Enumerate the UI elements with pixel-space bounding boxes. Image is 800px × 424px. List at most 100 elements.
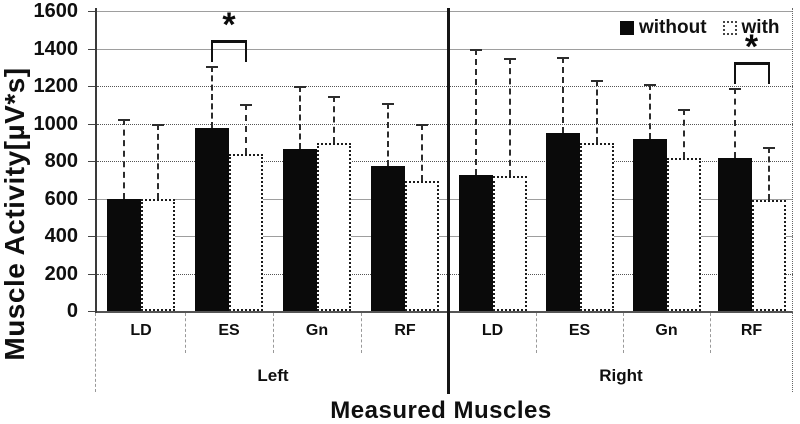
half-label: Left (257, 366, 289, 385)
error-bar-line (123, 118, 125, 200)
gridline (97, 86, 793, 87)
error-bar-line (474, 49, 477, 176)
error-bar-line (682, 108, 685, 159)
gridline (97, 48, 793, 50)
group-separator (710, 313, 711, 353)
gridline (97, 198, 793, 200)
significance-bracket (211, 40, 247, 63)
gridline (97, 273, 793, 275)
y-axis-tick (88, 273, 96, 275)
legend-label-without: without (639, 17, 707, 38)
error-bar-line (157, 123, 159, 199)
y-axis-tick (88, 198, 96, 200)
y-axis-line (95, 8, 97, 313)
error-bar-cap (677, 108, 690, 111)
x-axis-line (97, 311, 793, 313)
legend-item-without: without (620, 17, 707, 39)
group-separator (185, 313, 186, 353)
y-tick-label: 1200 (33, 75, 79, 97)
significance-asterisk: * (222, 6, 236, 45)
error-bar-line (211, 66, 213, 129)
bar-with (492, 176, 527, 311)
significance-bracket (733, 61, 770, 84)
y-tick-label: 800 (44, 150, 78, 172)
muscle-group-label: RF (394, 322, 416, 339)
gridline (97, 161, 793, 162)
legend-swatch-without (620, 21, 634, 35)
y-axis-tick (88, 11, 96, 12)
legend-swatch-with (722, 21, 737, 35)
legend-label-with: with (741, 17, 780, 38)
error-bar-line (387, 102, 389, 166)
bar-without (717, 158, 752, 311)
bar-without (545, 132, 580, 311)
y-tick-label: 1600 (33, 0, 79, 22)
error-bar-cap (590, 80, 603, 83)
group-separator (273, 313, 274, 353)
error-bar-cap (503, 57, 516, 60)
y-axis-title: Muscle Activity[µV*s] (0, 67, 30, 361)
half-label: Right (599, 366, 643, 385)
error-bar-cap (416, 123, 428, 126)
error-bar-cap (382, 102, 394, 105)
bar-without (458, 175, 493, 311)
bar-with (229, 153, 263, 311)
y-axis-tick (88, 86, 96, 87)
y-tick-label: 1400 (33, 37, 79, 60)
y-axis-extension (95, 313, 96, 392)
y-tick-label: 200 (44, 262, 78, 285)
y-axis-tick (88, 123, 96, 125)
muscle-group-label: Gn (655, 322, 678, 339)
error-bar-line (595, 80, 598, 144)
bar-without (371, 165, 405, 311)
error-bar-cap (728, 87, 741, 90)
muscle-group-label: LD (481, 322, 504, 339)
bar-with (141, 198, 175, 311)
bar-without (107, 199, 141, 311)
bar-without (195, 128, 229, 311)
y-axis-tick (88, 48, 96, 50)
bar-without (283, 148, 317, 311)
error-bar-cap (294, 86, 306, 88)
error-bar-line (648, 84, 651, 139)
muscle-group-label: LD (130, 322, 152, 339)
muscle-group-label: ES (568, 322, 591, 339)
bar-with (579, 143, 614, 311)
y-tick-label: 600 (44, 187, 78, 210)
y-tick-label: 1000 (33, 112, 79, 135)
error-bar-line (508, 57, 511, 176)
gridline (97, 236, 793, 237)
error-bar-cap (556, 56, 569, 59)
gridline (97, 123, 793, 125)
error-bar-line (333, 96, 335, 144)
error-bar-cap (469, 49, 482, 52)
muscle-group-label: Gn (305, 322, 329, 339)
error-bar-line (421, 123, 423, 181)
y-axis-tick (88, 236, 96, 237)
bar-with (317, 143, 351, 311)
error-bar-line (767, 146, 770, 201)
muscle-group-label: RF (740, 322, 763, 339)
group-separator (623, 313, 624, 353)
x-axis-title: Measured Muscles (330, 397, 552, 424)
significance-asterisk: * (744, 27, 759, 66)
y-axis-tick (88, 161, 96, 162)
legend-item-with: with (722, 17, 780, 39)
error-bar-cap (118, 118, 130, 121)
group-separator (536, 313, 537, 353)
plot-right-border (792, 8, 793, 392)
y-tick-label: 400 (44, 225, 78, 247)
error-bar-line (561, 56, 564, 133)
bar-with (405, 180, 439, 311)
y-tick-label: 0 (66, 300, 78, 322)
error-bar-cap (328, 96, 340, 99)
y-axis-tick (88, 311, 96, 312)
half-divider-line (447, 8, 450, 394)
error-bar-cap (643, 84, 656, 87)
error-bar-cap (762, 146, 775, 149)
muscle-group-label: ES (218, 322, 240, 339)
legend: without with (620, 17, 780, 39)
error-bar-cap (206, 66, 218, 69)
gridline (97, 11, 793, 12)
